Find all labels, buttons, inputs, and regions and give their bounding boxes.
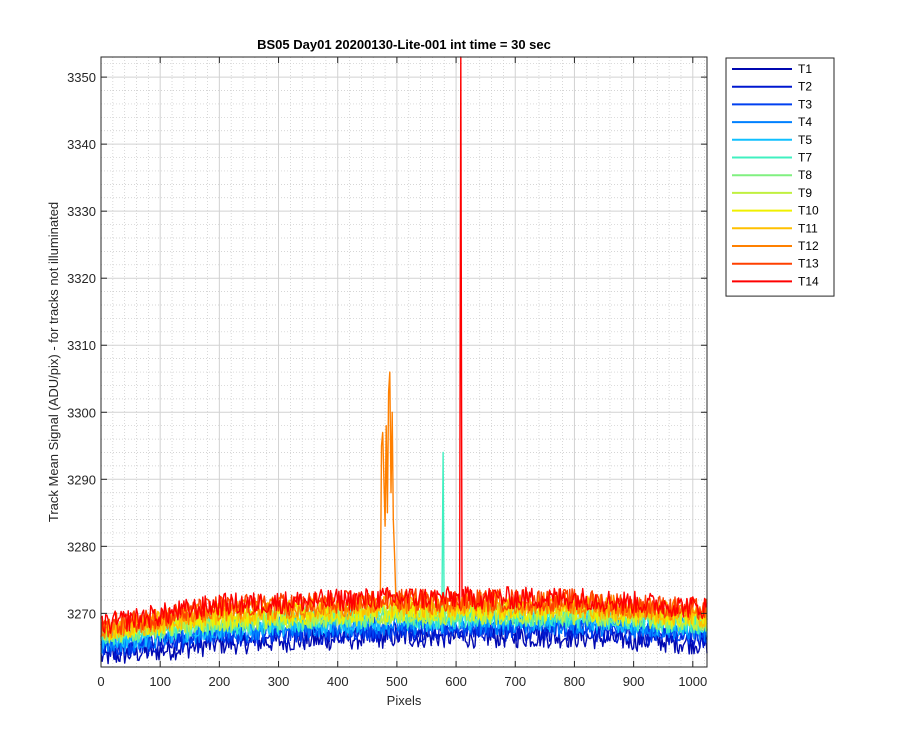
legend-label-t14: T14 [798, 274, 819, 288]
x-tick-label: 700 [504, 674, 526, 689]
legend-label-t7: T7 [798, 151, 812, 165]
x-tick-label: 600 [445, 674, 467, 689]
series-line-t1 [100, 624, 708, 665]
series-line-t14 [100, 56, 708, 634]
ticks: 0 100 200 300 400 500 600 700 800 900 1000 3270 3280… [67, 57, 707, 689]
x-tick-label: 1000 [678, 674, 707, 689]
x-tick-label: 100 [149, 674, 171, 689]
y-tick-label: 3300 [67, 405, 96, 420]
chart-title: BS05 Day01 20200130-Lite-001 int time = … [257, 37, 551, 52]
y-tick-label: 3310 [67, 338, 96, 353]
legend-label-t9: T9 [798, 186, 812, 200]
series-line-t10 [100, 598, 708, 641]
axes-box [100, 56, 708, 668]
x-tick-label: 900 [623, 674, 645, 689]
x-tick-label: 200 [209, 674, 231, 689]
legend-label-t8: T8 [798, 168, 812, 182]
x-tick-label: 300 [268, 674, 290, 689]
y-tick-label: 3290 [67, 472, 96, 487]
legend-label-t5: T5 [798, 133, 812, 147]
y-axis-label: Track Mean Signal (ADU/pix) - for tracks… [46, 202, 61, 522]
y-tick-label: 3330 [67, 204, 96, 219]
legend-label-t11: T11 [798, 221, 818, 235]
x-tick-label: 800 [564, 674, 586, 689]
y-tick-label: 3350 [67, 70, 96, 85]
y-tick-label: 3340 [67, 137, 96, 152]
x-tick-label: 500 [386, 674, 408, 689]
y-tick-label: 3320 [67, 271, 96, 286]
y-tick-label: 3280 [67, 539, 96, 554]
legend-label-t13: T13 [798, 257, 819, 271]
x-tick-label: 0 [97, 674, 104, 689]
legend-label-t12: T12 [798, 239, 819, 253]
legend-label-t10: T10 [798, 204, 819, 218]
x-axis-label: Pixels [387, 693, 422, 708]
legend-label-t2: T2 [798, 80, 812, 94]
plot-area [100, 56, 708, 665]
legend-label-t4: T4 [798, 115, 812, 129]
legend: T1 T2 T3 T4 T5 T7 T8 T9 T10 T11 T12 T13 T14 [725, 57, 835, 297]
legend-label-t3: T3 [798, 97, 812, 111]
x-tick-label: 400 [327, 674, 349, 689]
legend-label-t1: T1 [798, 62, 812, 76]
legend-box [725, 57, 835, 297]
y-tick-label: 3270 [67, 606, 96, 621]
